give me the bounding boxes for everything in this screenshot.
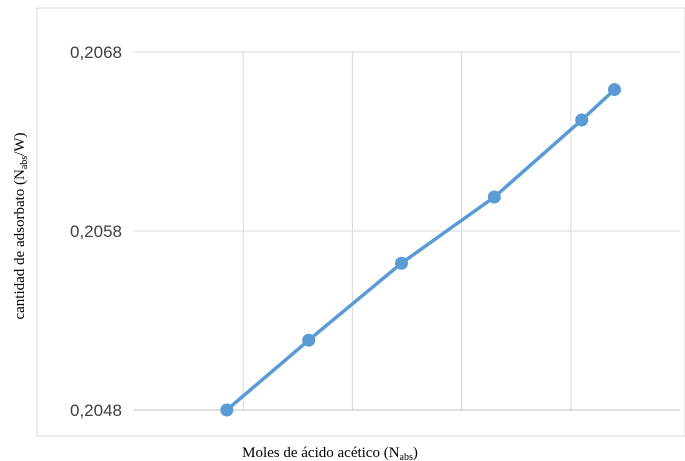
y-axis-title: cantidad de adsorbato (Nabs/W) [12,132,30,319]
x-axis-title: Moles de ácido acético (Nabs) [242,445,418,461]
chart-area-border [36,7,685,437]
data-point [220,403,234,417]
y-tick-label: 0,2068 [70,43,122,62]
gridlines [134,51,680,410]
y-tick-label: 0,2058 [70,222,122,241]
data-point [575,113,589,127]
y-tick-label: 0,2048 [70,401,122,420]
series-layer [220,83,621,417]
data-point [487,190,501,204]
data-point [302,333,316,347]
data-point [607,83,621,97]
y-tick-labels: 0,2048 0,2058 0,2068 [70,43,122,420]
data-point [395,256,409,270]
series-line [225,87,617,412]
